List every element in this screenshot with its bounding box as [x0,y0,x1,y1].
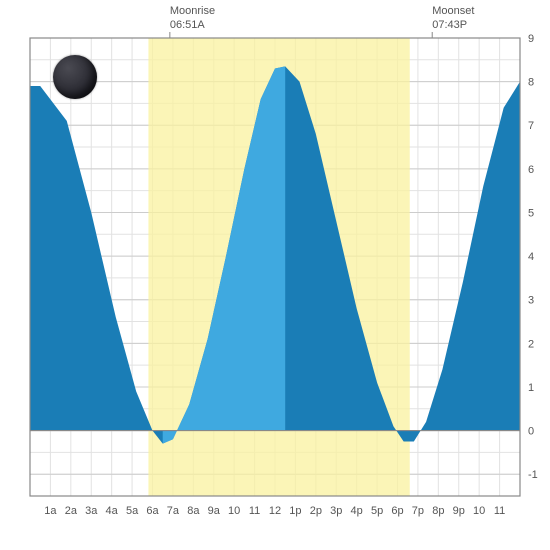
svg-text:2p: 2p [310,505,322,517]
svg-text:4: 4 [528,251,534,263]
svg-text:1p: 1p [289,505,301,517]
svg-text:9a: 9a [208,505,221,517]
moonset-label: Moonset 07:43P [432,4,474,33]
svg-text:10: 10 [473,505,485,517]
svg-text:7p: 7p [412,505,424,517]
svg-text:6: 6 [528,164,534,176]
svg-text:5: 5 [528,207,534,219]
moonrise-time: 06:51A [170,18,215,32]
svg-text:9: 9 [528,33,534,45]
moonset-time: 07:43P [432,18,474,32]
svg-text:5a: 5a [126,505,139,517]
moon-phase-icon [53,55,97,99]
svg-text:9p: 9p [453,505,465,517]
svg-text:6p: 6p [391,505,403,517]
svg-text:4a: 4a [106,505,119,517]
svg-text:8p: 8p [432,505,444,517]
svg-text:8a: 8a [187,505,200,517]
svg-text:8: 8 [528,77,534,89]
svg-text:1: 1 [528,382,534,394]
svg-text:5p: 5p [371,505,383,517]
svg-text:2: 2 [528,338,534,350]
svg-text:11: 11 [249,505,260,517]
moonrise-title: Moonrise [170,4,215,18]
svg-text:2a: 2a [65,505,78,517]
svg-text:1a: 1a [44,505,57,517]
svg-text:4p: 4p [351,505,363,517]
svg-text:7a: 7a [167,505,180,517]
svg-text:11: 11 [494,505,505,517]
svg-text:-1: -1 [528,469,538,481]
tide-chart: -101234567891a2a3a4a5a6a7a8a9a1011121p2p… [0,0,550,550]
svg-text:3p: 3p [330,505,342,517]
svg-text:10: 10 [228,505,240,517]
svg-text:0: 0 [528,426,534,438]
svg-text:6a: 6a [146,505,159,517]
svg-text:3a: 3a [85,505,98,517]
moonset-title: Moonset [432,4,474,18]
moonrise-label: Moonrise 06:51A [170,4,215,33]
svg-text:7: 7 [528,120,534,132]
svg-text:3: 3 [528,295,534,307]
svg-text:12: 12 [269,505,281,517]
